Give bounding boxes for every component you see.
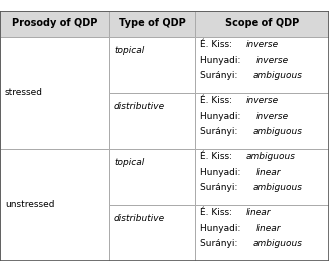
Text: Type of QDP: Type of QDP (119, 18, 185, 28)
Text: topical: topical (114, 158, 144, 167)
Text: Surányi:: Surányi: (200, 72, 240, 80)
Text: linear: linear (256, 224, 282, 233)
Text: Hunyadi:: Hunyadi: (200, 56, 243, 65)
Bar (195, 37, 329, 92)
Text: Surányi:: Surányi: (200, 127, 240, 136)
Text: ambiguous: ambiguous (252, 127, 302, 136)
Bar (195, 149, 329, 205)
Bar (0, 11, 109, 37)
Text: Hunyadi:: Hunyadi: (200, 224, 243, 233)
Text: topical: topical (114, 46, 144, 55)
Bar (109, 149, 195, 205)
Text: Surányi:: Surányi: (200, 183, 240, 192)
Text: linear: linear (245, 208, 271, 217)
Text: distributive: distributive (114, 102, 165, 111)
Text: ambiguous: ambiguous (252, 72, 302, 80)
Text: Hunyadi:: Hunyadi: (200, 168, 243, 177)
Bar (195, 205, 329, 260)
Text: Hunyadi:: Hunyadi: (200, 112, 243, 121)
Bar (0, 37, 109, 149)
Text: inverse: inverse (256, 112, 289, 121)
Bar (195, 11, 329, 37)
Text: inverse: inverse (245, 40, 278, 49)
Text: Prosody of QDP: Prosody of QDP (12, 18, 97, 28)
Text: Surányi:: Surányi: (200, 240, 240, 249)
Text: linear: linear (256, 168, 282, 177)
Text: inverse: inverse (256, 56, 289, 65)
Bar (109, 205, 195, 260)
Bar (109, 11, 195, 37)
Text: É. Kiss:: É. Kiss: (200, 40, 235, 49)
Text: É. Kiss:: É. Kiss: (200, 152, 235, 161)
Bar (0, 149, 109, 260)
Text: unstressed: unstressed (5, 200, 55, 209)
Bar (195, 92, 329, 149)
Bar (109, 37, 195, 92)
Text: distributive: distributive (114, 214, 165, 223)
Text: ambiguous: ambiguous (252, 240, 302, 249)
Text: É. Kiss:: É. Kiss: (200, 96, 235, 105)
Text: ambiguous: ambiguous (245, 152, 295, 161)
Text: ambiguous: ambiguous (252, 183, 302, 192)
Text: É. Kiss:: É. Kiss: (200, 208, 235, 217)
Bar (109, 92, 195, 149)
Text: Scope of QDP: Scope of QDP (225, 18, 299, 28)
Text: stressed: stressed (5, 88, 43, 97)
Text: inverse: inverse (245, 96, 278, 105)
